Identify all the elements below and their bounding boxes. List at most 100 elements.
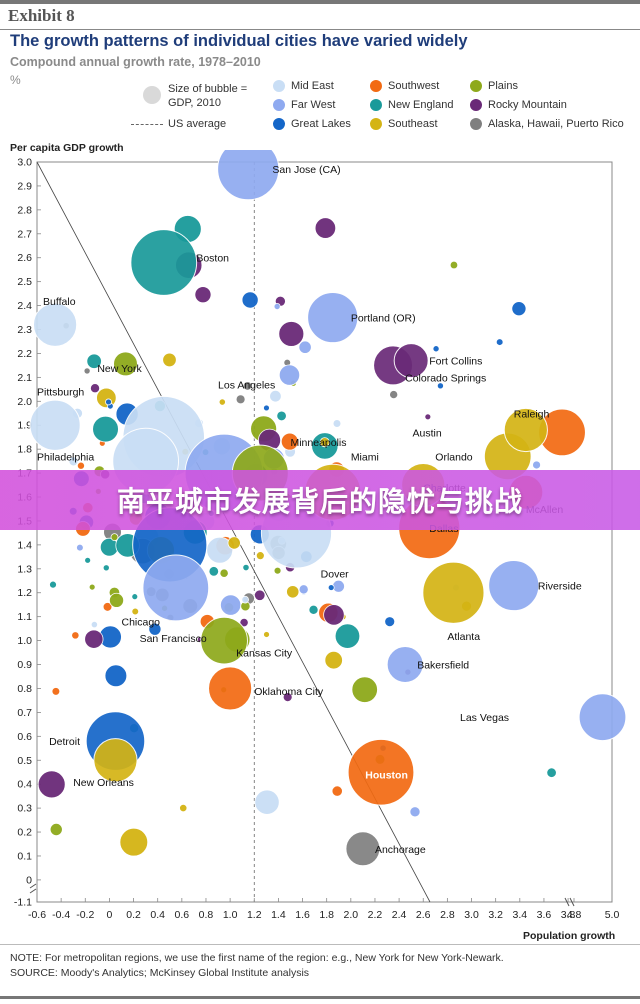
legend-label: Alaska, Hawaii, Puerto Rico: [488, 118, 624, 130]
city-label: Bakersfield: [417, 660, 469, 672]
minor-city-bubble: [324, 651, 343, 670]
minor-city-bubble: [263, 631, 270, 638]
minor-city-bubble: [384, 616, 396, 628]
city-label: Detroit: [49, 736, 80, 748]
y-tick-label: 0.4: [17, 779, 32, 791]
city-bubble-kansas-city: [200, 616, 248, 665]
city-label: Atlanta: [447, 631, 480, 643]
x-tick-label: 2.6: [416, 909, 431, 921]
overlay-banner: 南平城市发展背后的隐忧与挑战: [0, 470, 640, 530]
minor-city-bubble: [110, 533, 119, 542]
legend-label: Southeast: [388, 118, 438, 130]
minor-city-bubble: [194, 286, 212, 304]
y-axis-break-mark: [29, 883, 37, 894]
minor-city-bubble: [83, 367, 91, 375]
minor-city-bubble: [546, 767, 557, 778]
y-tick-label: 0: [26, 874, 32, 886]
y-tick-label: 2.7: [17, 228, 32, 240]
minor-city-bubble: [308, 604, 319, 615]
bottom-rule: [0, 996, 640, 999]
minor-city-bubble: [109, 592, 125, 608]
x-tick-label: -0.2: [76, 909, 94, 921]
minor-city-bubble: [76, 461, 85, 470]
minor-city-bubble: [432, 345, 440, 353]
bubble-size-note: Size of bubble = GDP, 2010: [168, 82, 247, 110]
x-tick-label: 0.8: [199, 909, 214, 921]
x-tick-label: 1.8: [319, 909, 334, 921]
x-tick-label: 2.4: [392, 909, 407, 921]
plot-frame: [36, 161, 613, 903]
minor-city-bubble: [254, 589, 266, 601]
legend-item-alaska-hawaii-puerto-rico: Alaska, Hawaii, Puerto Rico: [470, 118, 624, 130]
city-label: San Jose (CA): [272, 164, 340, 176]
minor-city-bubble: [242, 563, 250, 572]
city-bubble-boston: [130, 229, 198, 296]
minor-city-bubble: [511, 301, 527, 317]
city-bubble-bakersfield: [386, 646, 424, 684]
footnote: NOTE: For metropolitan regions, we use t…: [10, 951, 504, 981]
minor-city-bubble: [84, 629, 104, 649]
minor-city-bubble: [314, 217, 337, 239]
y-tick-label: 1.4: [17, 539, 32, 551]
city-label: Minneapolis: [290, 437, 346, 449]
x-tick-label: 3.8: [561, 909, 576, 921]
chart-subtitle: Compound annual growth rate, 1978–2010: [10, 55, 261, 69]
legend-dot: [273, 80, 285, 92]
minor-city-bubble: [88, 583, 96, 591]
city-label: San Francisco: [140, 633, 207, 645]
city-bubble-san-jose-ca: [217, 150, 280, 201]
city-bubble-las-vegas: [578, 693, 627, 742]
x-tick-label: 4.8: [567, 909, 582, 921]
minor-city-bubble: [49, 580, 57, 589]
minor-city-bubble: [254, 789, 280, 815]
minor-city-bubble: [298, 340, 312, 354]
note-text: NOTE: For metropolitan regions, we use t…: [10, 952, 504, 964]
minor-city-bubble: [84, 556, 92, 564]
city-label: Miami: [351, 451, 379, 463]
y-tick-label: 3.0: [17, 157, 32, 169]
y-tick-label: 1.3: [17, 563, 32, 575]
city-bubble-oklahoma-city: [208, 666, 253, 711]
minor-city-bubble: [319, 437, 330, 448]
city-label: Los Angeles: [218, 380, 275, 392]
y-axis-label: Per capita GDP growth: [10, 142, 124, 154]
minor-city-bubble: [76, 543, 84, 552]
y-tick-label: 0.1: [17, 850, 32, 862]
minor-city-bubble: [436, 382, 444, 390]
y-tick-label: 1.2: [17, 587, 32, 599]
y-tick-label: 0.8: [17, 683, 32, 695]
minor-city-bubble: [286, 585, 300, 599]
source-text: SOURCE: Moody's Analytics; McKinsey Glob…: [10, 967, 310, 979]
y-tick-label: 2.4: [17, 300, 32, 312]
minor-city-bubble: [269, 390, 282, 403]
x-tick-label: 1.2: [247, 909, 262, 921]
city-label: Colorado Springs: [405, 372, 486, 384]
minor-city-bubble: [162, 352, 177, 368]
minor-city-bubble: [280, 432, 299, 451]
y-tick-label: 2.3: [17, 324, 32, 336]
y-tick-label: 0.3: [17, 803, 32, 815]
chart-title: The growth patterns of individual cities…: [10, 32, 468, 50]
minor-city-bubble: [131, 593, 139, 601]
y-tick-label: 2.5: [17, 276, 32, 288]
minor-city-bubble: [334, 623, 361, 649]
minor-city-bubble: [323, 604, 345, 626]
legend-label: New England: [388, 99, 454, 111]
minor-city-bubble: [102, 564, 110, 572]
minor-city-bubble: [119, 827, 149, 857]
city-bubble-portland-or: [307, 291, 359, 344]
minor-city-bubble: [282, 692, 293, 703]
city-label: Houston: [365, 770, 408, 782]
x-tick-label: 2.8: [440, 909, 455, 921]
legend-dot: [370, 118, 382, 130]
minor-city-bubble: [278, 364, 301, 386]
bubble-size-legend-icon: [143, 86, 161, 104]
x-tick-label: 3.4: [512, 909, 527, 921]
x-tick-label: -0.6: [28, 909, 46, 921]
x-tick-label: 1.4: [271, 909, 286, 921]
legend-item-new-england: New England: [370, 99, 453, 111]
minor-city-bubble: [239, 617, 249, 628]
legend-item-rocky-mountain: Rocky Mountain: [470, 99, 567, 111]
city-bubble-new-orleans: [93, 738, 138, 783]
minor-city-bubble: [227, 536, 241, 550]
